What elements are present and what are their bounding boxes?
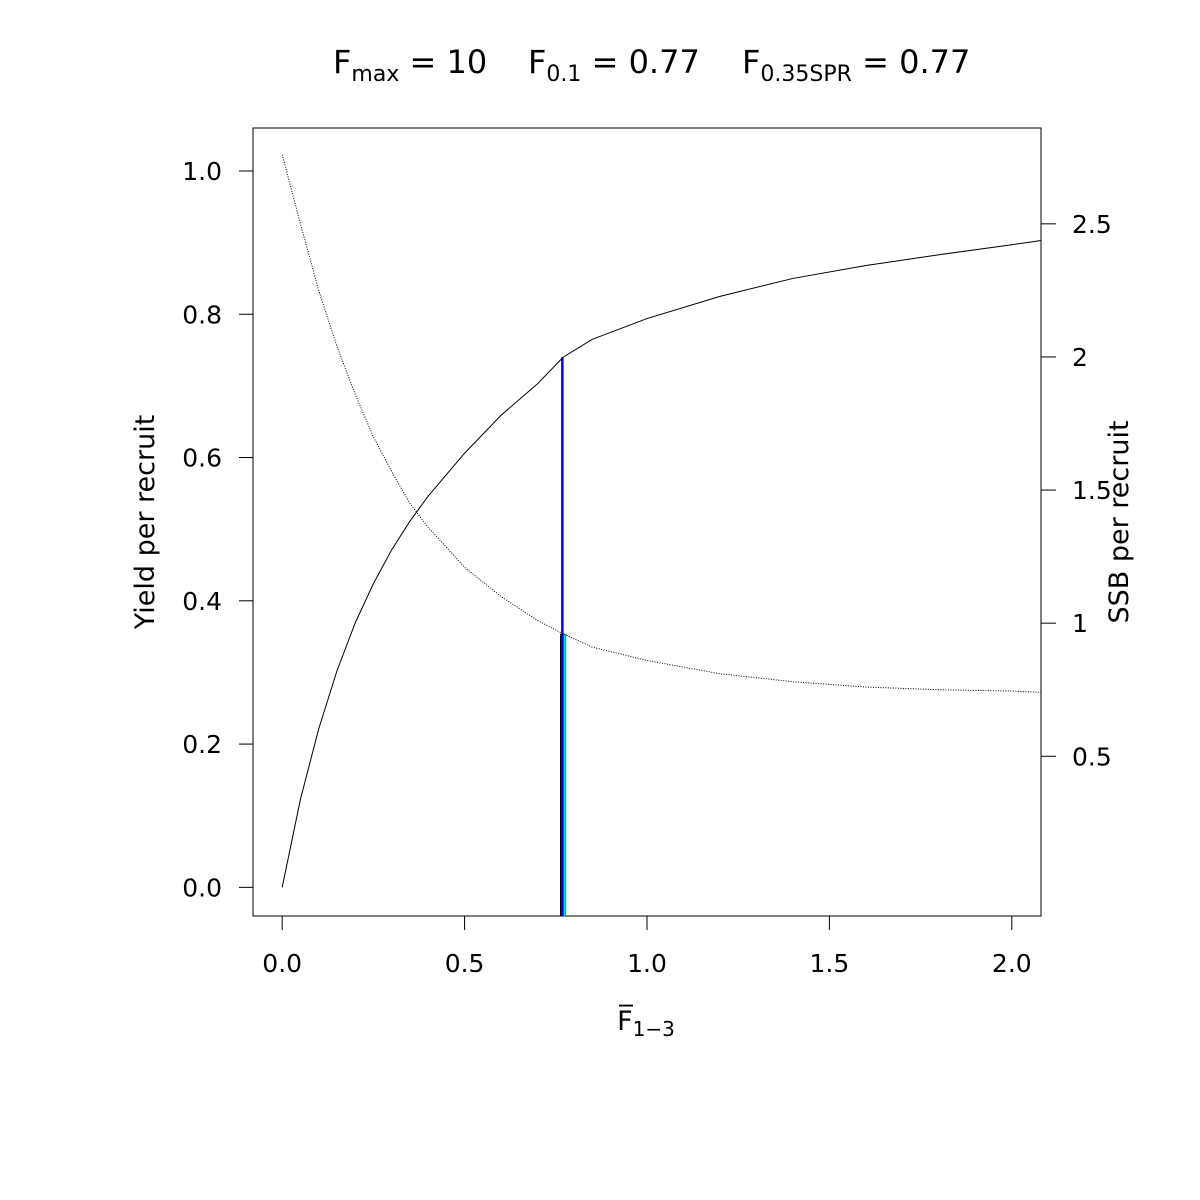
y2-tick-label-0-5: 0.5 bbox=[1072, 742, 1112, 771]
x-tick-label-0-0: 0.0 bbox=[262, 949, 302, 978]
y-tick-label-0-6: 0.6 bbox=[182, 444, 222, 473]
y2-tick-label-1-5: 1.5 bbox=[1072, 476, 1112, 505]
y-axis-label: Yield per recruit bbox=[130, 415, 161, 631]
y2-tick-label-2: 2 bbox=[1072, 343, 1088, 372]
series-group bbox=[281, 154, 1042, 888]
x-axis-label: F̅1−3 bbox=[617, 1005, 675, 1041]
reference-lines bbox=[560, 357, 567, 916]
x-tick-label-1-5: 1.5 bbox=[810, 949, 850, 978]
y2-axis-label: SSB per recruit bbox=[1104, 420, 1135, 623]
y-tick-label-0-8: 0.8 bbox=[182, 300, 222, 329]
y-tick-label-1-0: 1.0 bbox=[182, 157, 222, 186]
y2-tick-label-2-5: 2.5 bbox=[1072, 210, 1112, 239]
y-axis-right: 0.5 1 1.5 2 2.5 bbox=[1041, 210, 1112, 771]
y-tick-label-0-4: 0.4 bbox=[182, 587, 222, 616]
ssb-per-recruit-line bbox=[281, 154, 1042, 693]
y-tick-label-0-2: 0.2 bbox=[182, 730, 222, 759]
title-part-2: F0.1 = 0.77 bbox=[528, 43, 700, 87]
plot-frame bbox=[252, 127, 1042, 917]
x-axis: 0.0 0.5 1.0 1.5 2.0 bbox=[262, 915, 1032, 978]
chart-title: Fmax = 10 F0.1 = 0.77 F0.35SPR = 0.77 bbox=[333, 43, 970, 87]
y2-tick-label-1: 1 bbox=[1072, 609, 1088, 638]
yield-per-recruit-line bbox=[281, 239, 1042, 888]
y-axis-left: 0.0 0.2 0.4 0.6 0.8 1.0 bbox=[182, 157, 254, 902]
x-tick-label-1-0: 1.0 bbox=[627, 949, 667, 978]
title-part-3: F0.35SPR = 0.77 bbox=[742, 43, 970, 87]
title-part-1: Fmax = 10 bbox=[333, 43, 487, 87]
x-tick-label-2-0: 2.0 bbox=[992, 949, 1032, 978]
y-tick-label-0-0: 0.0 bbox=[182, 873, 222, 902]
x-tick-label-0-5: 0.5 bbox=[445, 949, 485, 978]
